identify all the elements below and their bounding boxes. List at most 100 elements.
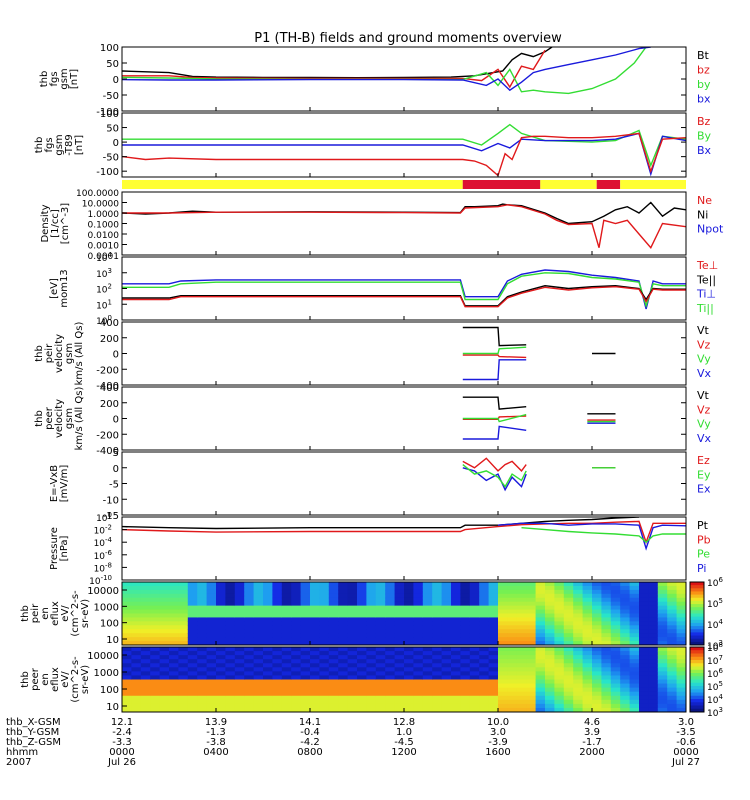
spectrogram-cell <box>610 617 621 622</box>
spectrogram-cell <box>159 621 170 626</box>
spectrogram-cell <box>263 625 273 630</box>
spectrogram-cell <box>610 687 621 693</box>
spectrogram-cell <box>206 655 217 660</box>
spectrogram-cell <box>535 593 546 599</box>
y-tick-label: 10-4 <box>94 536 113 549</box>
spectrogram-cell <box>131 625 142 630</box>
spectrogram-cell <box>197 589 208 595</box>
spectrogram-cell <box>319 679 330 685</box>
spectrogram-cell <box>150 593 161 599</box>
spectrogram-cell <box>225 641 236 646</box>
spectrogram-cell <box>216 617 226 622</box>
spectrogram-cell <box>498 663 508 668</box>
spectrogram-cell <box>545 655 555 660</box>
spectrogram-cell <box>516 589 527 595</box>
mode-bar-segment <box>540 180 597 189</box>
spectrogram-cell <box>375 582 386 587</box>
spectrogram-cell <box>216 707 226 713</box>
spectrogram-cell <box>516 655 527 660</box>
spectrogram-cell <box>629 585 640 591</box>
spectrogram-cell <box>488 641 499 646</box>
spectrogram-cell <box>460 625 471 630</box>
spectrogram-cell <box>131 691 142 697</box>
spectrogram-cell <box>479 695 490 701</box>
spectrogram-cell <box>357 605 367 611</box>
spectrogram-cell <box>263 633 273 638</box>
spectrogram-cell <box>310 589 320 595</box>
spectrogram-cell <box>592 641 602 646</box>
legend-label: Bt <box>697 49 710 62</box>
spectrogram-cell <box>357 597 367 603</box>
spectrogram-cell <box>291 683 302 689</box>
spectrogram-cell <box>338 651 349 656</box>
spectrogram-cell <box>469 655 480 660</box>
spectrogram-cell <box>131 663 142 668</box>
spectrogram-cell <box>253 605 264 611</box>
spectrogram-cell <box>319 601 330 607</box>
spectrogram-cell <box>272 675 283 680</box>
spectrogram-cell <box>441 609 452 614</box>
spectrogram-cell <box>451 683 461 689</box>
spectrogram-cell <box>272 679 283 685</box>
spectrogram-cell <box>667 621 678 626</box>
colorbar-cell <box>690 638 704 643</box>
spectrogram-cell <box>187 659 198 664</box>
spectrogram-cell <box>648 641 659 646</box>
spectrogram-cell <box>122 691 132 697</box>
spectrogram-cell <box>206 667 217 672</box>
spectrogram-cell <box>375 659 386 664</box>
spectrogram-cell <box>253 625 264 630</box>
spectrogram-cell <box>526 655 537 660</box>
spectrogram-cell <box>620 625 631 630</box>
spectrogram-cell <box>469 647 480 652</box>
spectrogram-cell <box>404 589 414 595</box>
spectrogram-cell <box>366 609 377 614</box>
spectrogram-cell <box>563 625 574 630</box>
spectrogram-cell <box>648 679 659 685</box>
spectrogram-cell <box>563 671 574 676</box>
spectrogram-cell <box>225 633 236 638</box>
series-group <box>122 269 686 310</box>
spectrogram-cell <box>319 629 330 634</box>
spectrogram-cell <box>197 655 208 660</box>
spectrogram-cell <box>300 647 311 652</box>
spectrogram-cell <box>263 691 273 697</box>
x-tick-label: 0000 <box>109 747 134 758</box>
spectrogram-cell <box>507 625 518 630</box>
spectrogram-cell <box>620 659 631 664</box>
spectrogram-cell <box>263 597 273 603</box>
spectrogram-cell <box>639 641 649 646</box>
spectrogram-cell <box>582 695 593 701</box>
spectrogram-cell <box>620 597 631 603</box>
spectrogram-cell <box>676 687 687 693</box>
spectrogram-cell <box>526 667 537 672</box>
spectrogram-cell <box>554 582 565 587</box>
spectrogram-cell <box>563 582 574 587</box>
spectrogram-cell <box>206 621 217 626</box>
spectrogram-cell <box>319 707 330 713</box>
spectrogram-cell <box>535 585 546 591</box>
spectrogram-cell <box>573 593 584 599</box>
spectrogram-cell <box>620 609 631 614</box>
spectrogram-cell <box>469 695 480 701</box>
spectrogram-cell <box>676 585 687 591</box>
spectrogram-cell <box>526 617 537 622</box>
spectrogram-cell <box>131 621 142 626</box>
spectrogram-cell <box>122 605 132 611</box>
spectrogram-cell <box>357 647 367 652</box>
spectrogram-cell <box>187 675 198 680</box>
colorbar-cell <box>690 588 704 592</box>
spectrogram-cell <box>601 691 612 697</box>
spectrogram-cell <box>554 647 565 652</box>
spectrogram-cell <box>206 703 217 709</box>
spectrogram-cell <box>460 671 471 676</box>
spectrogram-cell <box>187 597 198 603</box>
spectrogram-cell <box>516 609 527 614</box>
spectrogram-cell <box>300 605 311 611</box>
spectrogram-cell <box>159 597 170 603</box>
spectrogram-cell <box>281 617 292 622</box>
spectrogram-cell <box>300 679 311 685</box>
spectrogram-cell <box>648 609 659 614</box>
spectrogram-cell <box>206 647 217 652</box>
